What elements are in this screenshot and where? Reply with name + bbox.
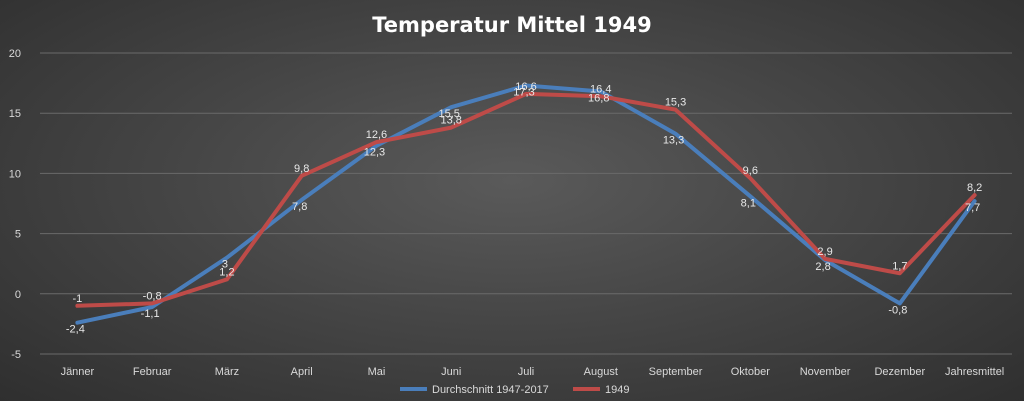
x-axis-ticks: Jänner Februar März April Mai Juni Juli August S…: [61, 366, 1005, 378]
data-label: 9,8: [294, 163, 309, 175]
data-label: 2,9: [817, 246, 832, 258]
x-tick-label: Jahresmittel: [945, 366, 1004, 378]
data-label: 8,1: [741, 197, 756, 209]
y-tick-label: -5: [11, 349, 21, 361]
x-tick-label: Mai: [368, 366, 386, 378]
data-label: 9,6: [743, 165, 758, 177]
data-label: 8,2: [967, 182, 982, 194]
x-tick-label: Juli: [518, 366, 535, 378]
x-tick-label: Februar: [133, 366, 172, 378]
data-label: 16,8: [588, 93, 609, 105]
series-line: [75, 91, 977, 308]
y-axis-ticks: -5 0 5 10 15 20: [9, 48, 21, 361]
x-tick-label: September: [649, 366, 703, 378]
data-label: -0,8: [888, 304, 907, 316]
x-tick-label: April: [291, 366, 313, 378]
x-tick-label: November: [800, 366, 851, 378]
x-tick-label: Jänner: [61, 366, 95, 378]
data-label: 13,3: [663, 135, 684, 147]
data-label: 16,6: [515, 81, 536, 93]
data-label: 7,8: [292, 201, 307, 213]
y-tick-label: 5: [15, 229, 21, 241]
data-label: 12,6: [366, 129, 387, 141]
data-label: 17,3: [513, 87, 534, 99]
x-tick-label: März: [215, 366, 239, 378]
data-label: 1,7: [892, 260, 907, 272]
data-label: -0,8: [143, 290, 162, 302]
data-label: -1,1: [141, 308, 160, 320]
x-tick-label: August: [584, 366, 618, 378]
legend-label: 1949: [605, 384, 629, 396]
data-label: 12,3: [364, 147, 385, 159]
data-label: 15,3: [665, 97, 686, 109]
x-tick-label: Oktober: [731, 366, 770, 378]
data-label: -2,4: [66, 324, 85, 336]
chart-title: Temperatur Mittel 1949: [372, 13, 652, 37]
grid-lines: [40, 52, 1012, 355]
legend-label: Durchschnitt 1947-2017: [432, 384, 549, 396]
data-label: 2,8: [815, 261, 830, 273]
data-label: 15,5: [439, 108, 460, 120]
y-tick-label: 20: [9, 48, 21, 60]
legend: Durchschnitt 1947-2017 1949: [400, 384, 629, 396]
x-tick-label: Dezember: [874, 366, 925, 378]
data-label: 16,4: [590, 83, 611, 95]
data-label: 3: [222, 259, 228, 271]
y-tick-label: 0: [15, 289, 21, 301]
y-tick-label: 10: [9, 168, 21, 180]
data-labels: -2,4 -1,1 3 7,8 12,3 15,5 17,3 16,8 13,3 8,1 2,8 -0…: [66, 81, 982, 336]
data-label: 7,7: [965, 202, 980, 214]
data-label: -1: [72, 293, 82, 305]
x-tick-label: Juni: [441, 366, 461, 378]
data-label: 13,8: [441, 115, 462, 127]
data-label: 1,2: [219, 266, 234, 278]
series-line: [75, 83, 977, 325]
y-tick-label: 15: [9, 108, 21, 120]
series-lines: [75, 83, 977, 325]
